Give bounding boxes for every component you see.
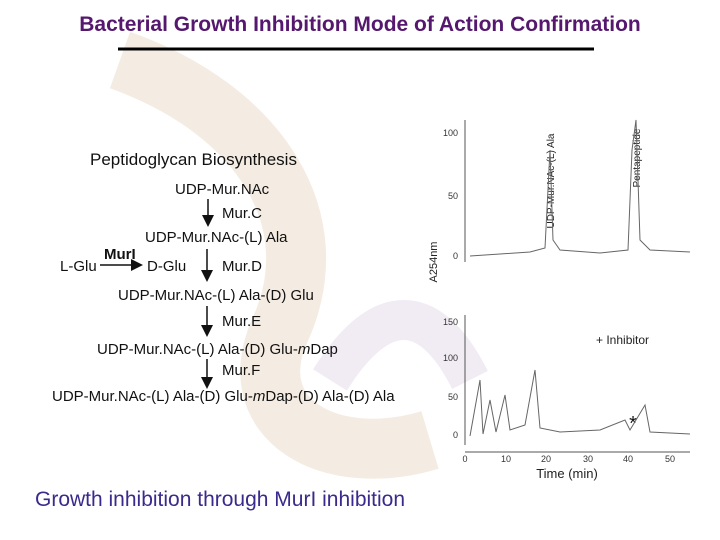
product: D-Glu — [147, 258, 186, 275]
enzyme: Mur.E — [222, 313, 261, 330]
x-tick-label: 40 — [623, 454, 633, 464]
metabolite: UDP-Mur.NAc-(L) Ala — [145, 229, 288, 246]
pathway-title: Peptidoglycan Biosynthesis — [90, 150, 297, 169]
metabolite: UDP-Mur.NAc-(L) Ala-(D) Glu — [118, 287, 314, 304]
y-tick-label: 100 — [443, 128, 458, 138]
x-tick-label: 0 — [462, 454, 467, 464]
x-tick-label: 30 — [583, 454, 593, 464]
enzyme: MurI — [104, 246, 136, 263]
x-tick-label: 50 — [665, 454, 675, 464]
footer: Growth inhibition through MurI inhibitio… — [35, 488, 405, 511]
background-swirl — [109, 31, 439, 479]
annotation: + Inhibitor — [596, 333, 649, 347]
x-tick-label: 20 — [541, 454, 551, 464]
background-swirl — [313, 300, 488, 391]
enzyme: Mur.C — [222, 205, 262, 222]
text-part: Dap — [310, 341, 338, 358]
y-axis-label: A254nm — [428, 242, 440, 283]
text-part: UDP-Mur.NAc-(L) Ala-(D) Glu- — [97, 341, 298, 358]
x-axis-label: Time (min) — [536, 466, 598, 481]
y-tick-label: 50 — [448, 191, 458, 201]
metabolite: UDP-Mur.NAc — [175, 181, 270, 198]
text-part: m — [298, 341, 311, 358]
trace — [469, 369, 691, 437]
enzyme: Mur.D — [222, 258, 262, 275]
metabolite: UDP-Mur.NAc-(L) Ala-(D) Glu-mDap — [97, 341, 338, 358]
text-part: Dap-(D) Ala-(D) Ala — [265, 388, 395, 405]
metabolite: UDP-Mur.NAc-(L) Ala-(D) Glu-mDap-(D) Ala… — [52, 388, 395, 405]
y-tick-label: 0 — [453, 430, 458, 440]
text-part: m — [253, 388, 266, 405]
title: Bacterial Growth Inhibition Mode of Acti… — [79, 13, 641, 36]
substrate: L-Glu — [60, 258, 97, 275]
x-tick-label: 10 — [501, 454, 511, 464]
trace — [469, 119, 691, 257]
enzyme: Mur.F — [222, 362, 260, 379]
y-tick-label: 100 — [443, 353, 458, 363]
text-part: UDP-Mur.NAc-(L) Ala-(D) Glu- — [52, 388, 253, 405]
y-tick-label: 0 — [453, 251, 458, 261]
y-tick-label: 50 — [448, 392, 458, 402]
y-tick-label: 150 — [443, 317, 458, 327]
